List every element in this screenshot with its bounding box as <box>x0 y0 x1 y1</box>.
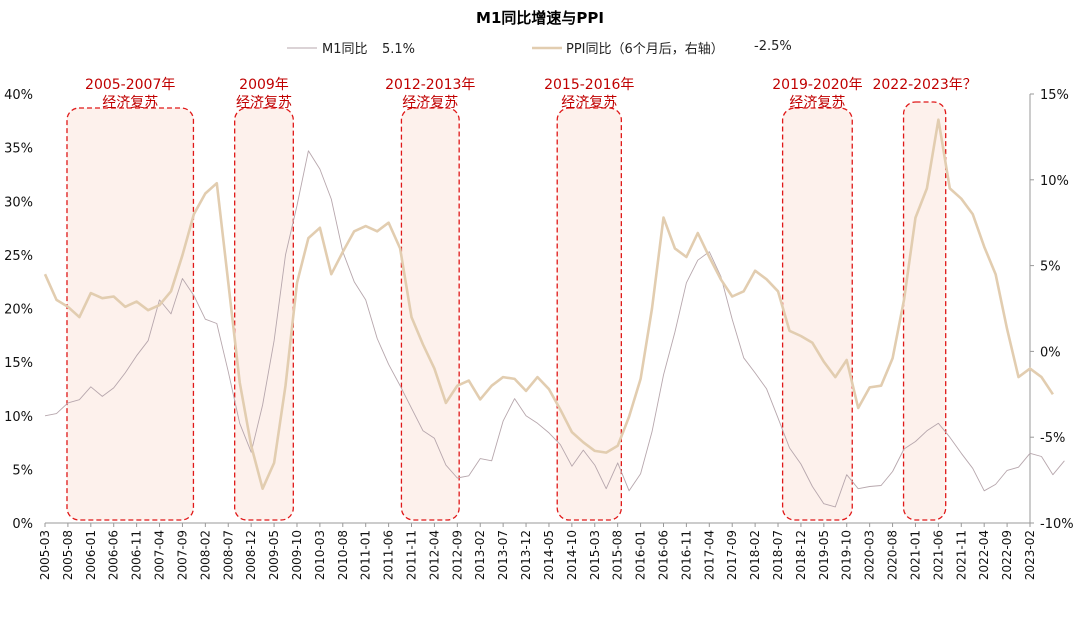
x-tick-label: 2012-09 <box>450 530 464 580</box>
legend-value-ppi: -2.5% <box>754 39 792 54</box>
x-tick-label: 2007-04 <box>153 530 167 580</box>
x-tick-label: 2009-05 <box>267 530 281 580</box>
y-left-tick-label: 15% <box>4 356 33 371</box>
x-tick-label: 2013-12 <box>519 530 533 580</box>
y-right-tick-label: 10% <box>1040 174 1069 189</box>
x-tick-label: 2021-11 <box>954 530 968 580</box>
x-tick-label: 2012-04 <box>427 530 441 580</box>
x-tick-label: 2022-04 <box>977 530 991 580</box>
y-right-tick-label: 0% <box>1040 345 1061 360</box>
recovery-label-0-1: 经济复苏 <box>102 94 158 111</box>
x-tick-label: 2005-03 <box>38 530 52 580</box>
recovery-label-3-1: 经济复苏 <box>561 94 617 111</box>
series-line-ppi <box>43 118 1054 491</box>
series-lines <box>43 118 1065 508</box>
x-tick-label: 2018-12 <box>794 530 808 580</box>
x-tick-label: 2015-03 <box>588 530 602 580</box>
x-tick-label: 2007-09 <box>175 530 189 580</box>
x-tick-label: 2006-11 <box>130 530 144 580</box>
chart-title: M1同比增速与PPI <box>476 9 604 27</box>
y-left-tick-label: 30% <box>4 195 33 210</box>
x-tick-label: 2014-05 <box>542 530 556 580</box>
x-tick-label: 2011-11 <box>405 530 419 580</box>
recovery-label-5-0: 2022-2023年？ <box>872 77 976 93</box>
recovery-region-0 <box>66 107 195 521</box>
recovery-region-3 <box>556 107 622 521</box>
x-tick-label: 2011-06 <box>382 530 396 580</box>
x-tick-label: 2018-07 <box>771 530 785 580</box>
x-tick-label: 2014-10 <box>565 530 579 580</box>
legend-value-m1: 5.1% <box>382 42 415 57</box>
x-tick-label: 2016-01 <box>634 530 648 580</box>
recovery-region-1 <box>234 107 294 521</box>
y-right-tick-label: -5% <box>1040 431 1065 446</box>
legend-label-ppi: PPI同比（6个月后，右轴） <box>566 42 724 57</box>
y-left-tick-label: 40% <box>4 88 33 103</box>
x-tick-label: 2006-01 <box>84 530 98 580</box>
x-tick-label: 2020-03 <box>863 530 877 580</box>
x-tick-label: 2017-09 <box>725 530 739 580</box>
x-tick-label: 2008-02 <box>198 530 212 580</box>
recovery-label-4-1: 经济复苏 <box>789 94 845 111</box>
recovery-label-3-0: 2015-2016年 <box>544 77 634 93</box>
y-left-tick-label: 5% <box>12 463 33 478</box>
y-left-tick-label: 10% <box>4 410 33 425</box>
y-right-tick-label: 15% <box>1040 88 1069 103</box>
recovery-label-2-1: 经济复苏 <box>402 94 458 111</box>
x-tick-label: 2013-07 <box>496 530 510 580</box>
y-left-tick-label: 20% <box>4 303 33 318</box>
recovery-label-4-0: 2019-2020年 <box>772 77 862 93</box>
x-tick-label: 2020-08 <box>886 530 900 580</box>
recovery-labels: 2005-2007年经济复苏2009年经济复苏2012-2013年经济复苏201… <box>85 77 977 111</box>
x-tick-label: 2021-01 <box>908 530 922 580</box>
x-tick-label: 2022-09 <box>1000 530 1014 580</box>
legend: M1同比 5.1% PPI同比（6个月后，右轴） -2.5% <box>287 39 792 57</box>
x-tick-label: 2023-02 <box>1023 530 1037 580</box>
x-tick-label: 2016-11 <box>679 530 693 580</box>
x-tick-label: 2019-05 <box>817 530 831 580</box>
x-tick-label: 2013-02 <box>473 530 487 580</box>
x-tick-label: 2010-03 <box>313 530 327 580</box>
series-line-m1 <box>44 150 1065 508</box>
recovery-region-4 <box>781 107 853 521</box>
recovery-label-1-0: 2009年 <box>239 77 289 93</box>
x-tick-label: 2009-10 <box>290 530 304 580</box>
legend-label-m1: M1同比 <box>322 42 368 57</box>
x-tick-label: 2016-06 <box>656 530 670 580</box>
recovery-label-0-0: 2005-2007年 <box>85 77 175 93</box>
axes: 0% 5% 10% 15% 20% 25% 30% 35% 40% -10% -5% 0% 5% 10% 1… <box>4 88 1074 580</box>
recovery-label-1-1: 经济复苏 <box>236 94 292 111</box>
y-left-tick-label: 25% <box>4 249 33 264</box>
recovery-label-2-0: 2012-2013年 <box>385 77 475 93</box>
x-tick-label: 2019-10 <box>840 530 854 580</box>
x-tick-label: 2011-01 <box>359 530 373 580</box>
x-tick-label: 2006-06 <box>107 530 121 580</box>
y-left-tick-label: 35% <box>4 142 33 157</box>
x-tick-label: 2015-08 <box>611 530 625 580</box>
x-tick-label: 2008-07 <box>221 530 235 580</box>
y-right-tick-label: -10% <box>1040 517 1074 532</box>
y-left-tick-label: 0% <box>12 517 33 532</box>
x-tick-label: 2010-08 <box>336 530 350 580</box>
x-tick-label: 2008-12 <box>244 530 258 580</box>
x-tick-label: 2005-08 <box>61 530 75 580</box>
x-tick-label: 2021-06 <box>931 530 945 580</box>
x-tick-label: 2017-04 <box>702 530 716 580</box>
y-right-tick-label: 5% <box>1040 260 1061 275</box>
recovery-region-5 <box>902 101 947 521</box>
x-tick-label: 2018-02 <box>748 530 762 580</box>
recovery-regions <box>66 101 947 521</box>
